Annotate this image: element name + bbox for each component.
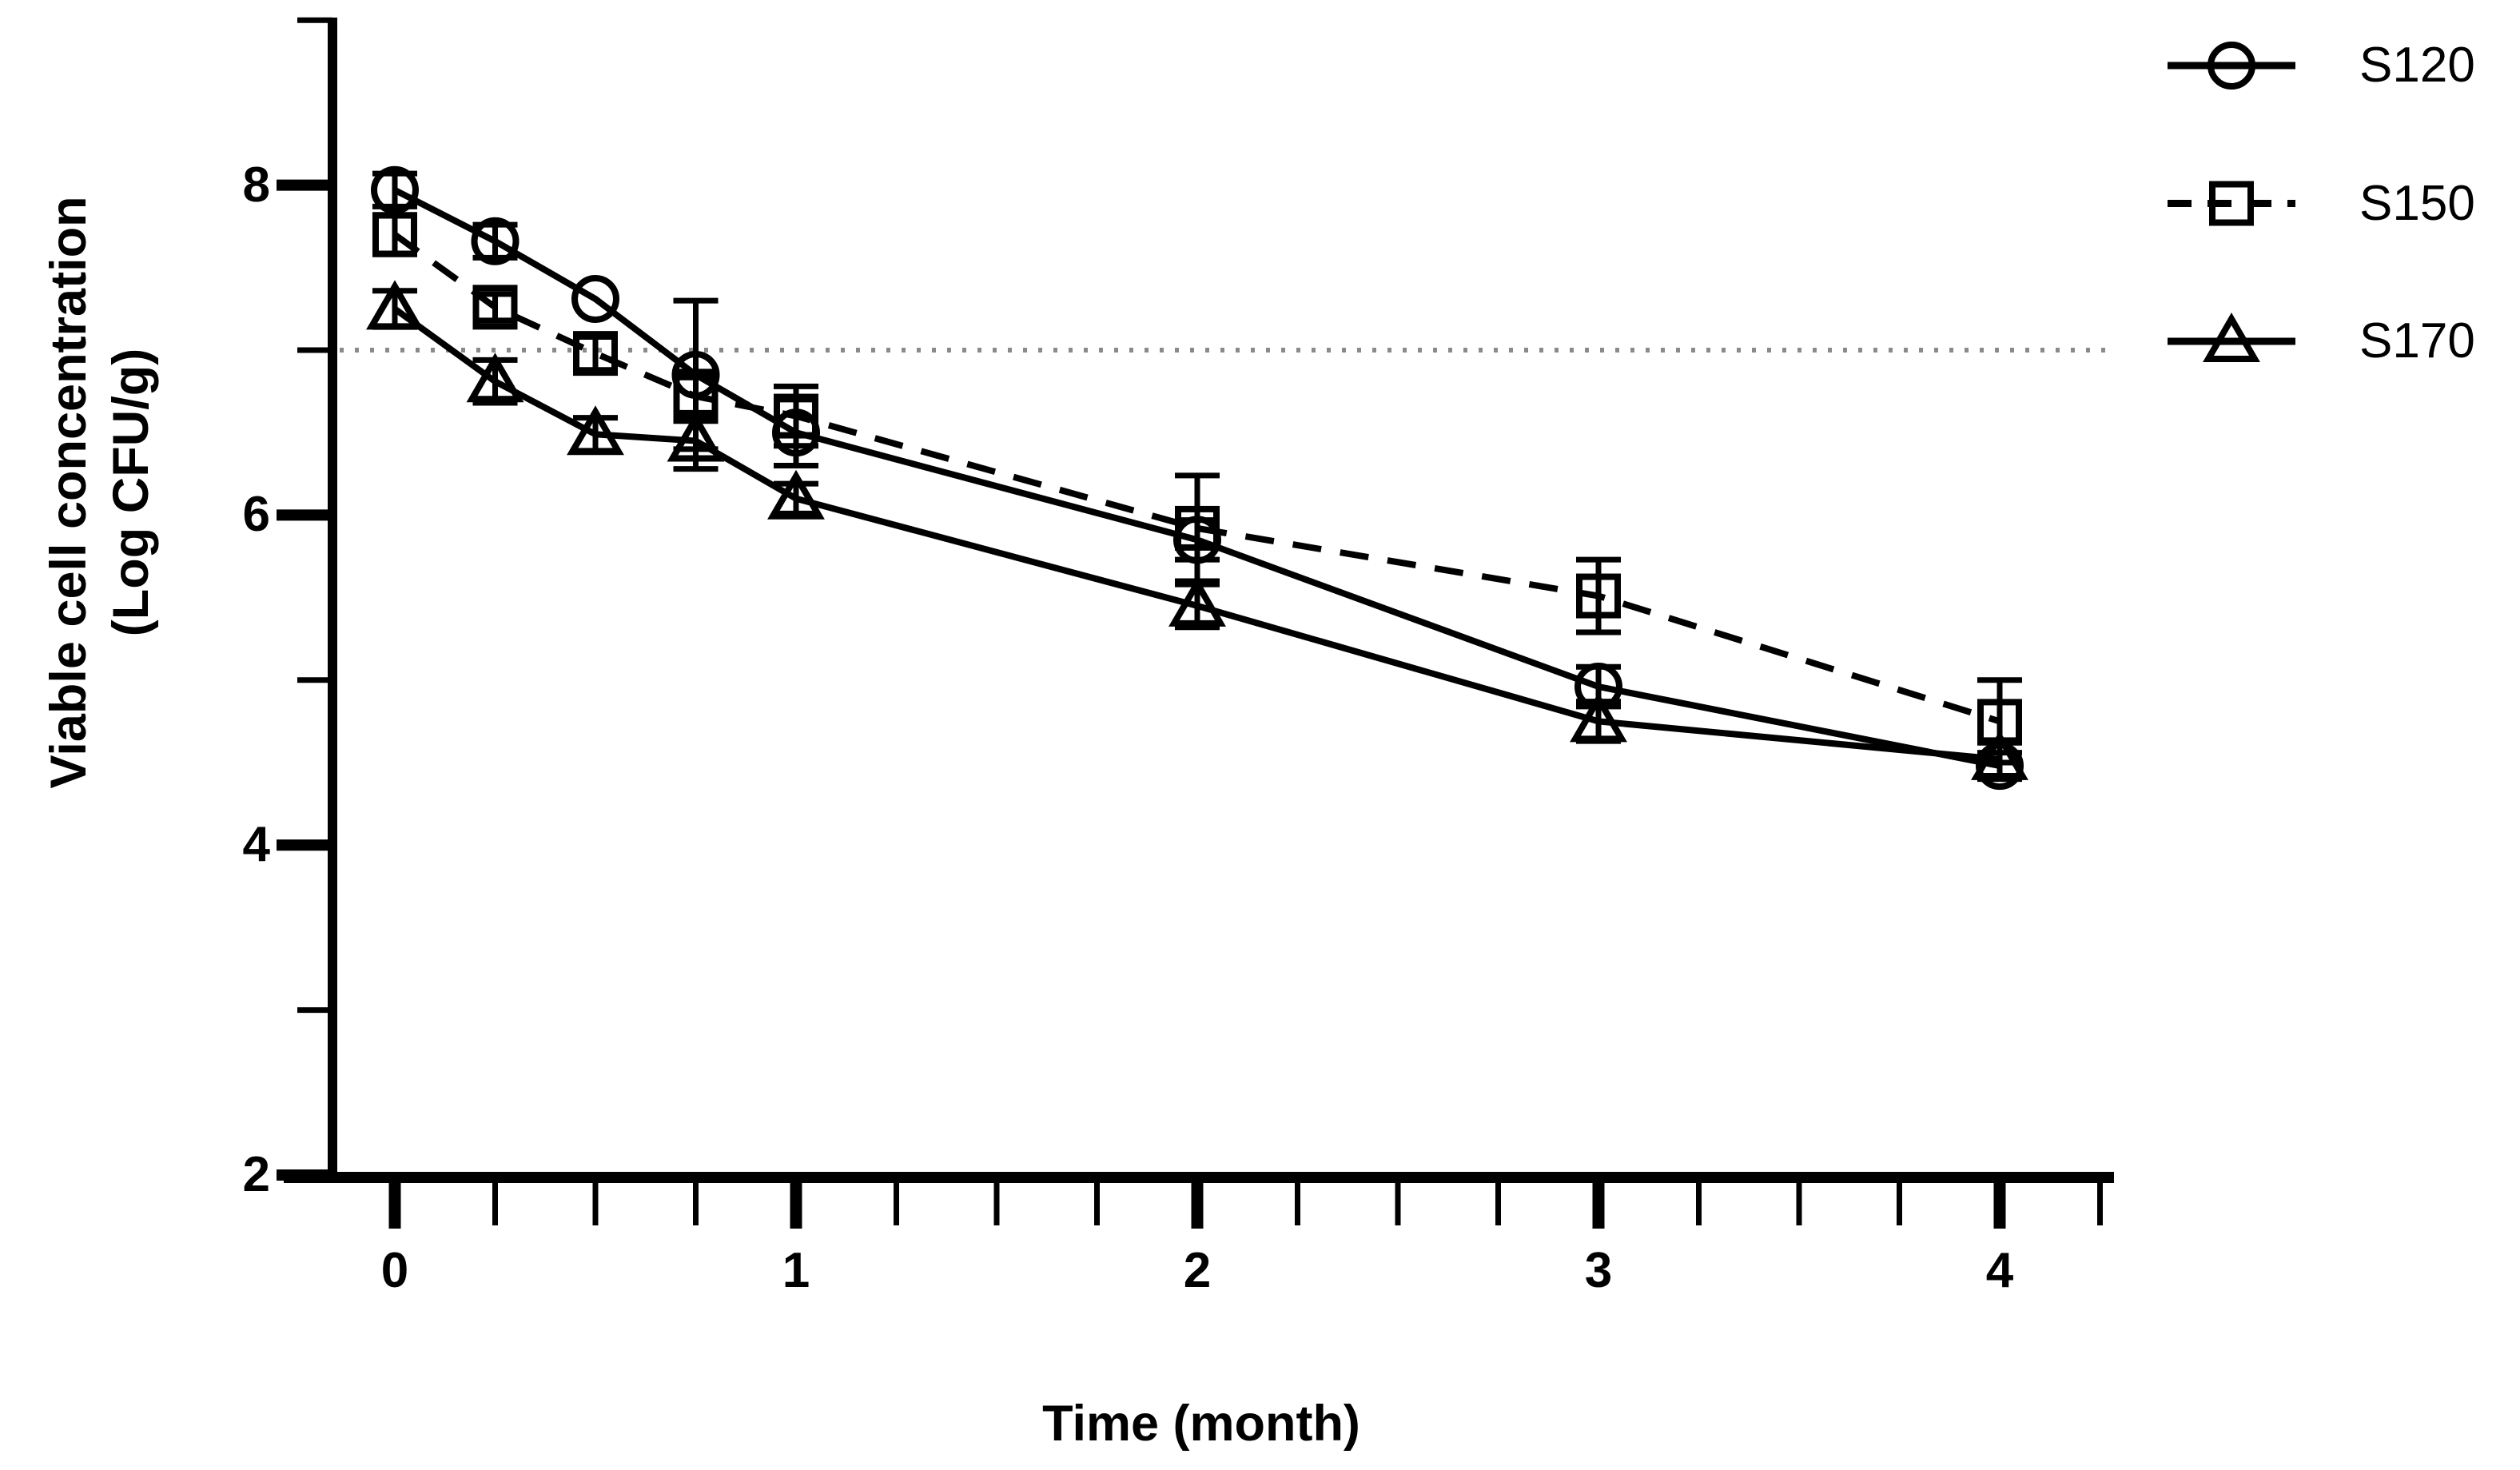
circle-marker-s120 — [571, 275, 619, 324]
x-tick-label-4: 4 — [1985, 1243, 2014, 1298]
triangle-marker-s170 — [1570, 692, 1627, 743]
circle-marker-s120 — [471, 217, 520, 265]
square-marker-s150 — [1576, 573, 1621, 619]
y-tick-label-6: 6 — [242, 487, 270, 543]
legend-marker-s170 — [2203, 313, 2260, 362]
square-marker-s150 — [372, 212, 417, 257]
triangle-marker-s170 — [1971, 730, 2028, 780]
square-marker-s150 — [774, 393, 818, 439]
circle-marker-s120 — [1976, 742, 2024, 791]
series-s150-line — [392, 232, 2001, 725]
square-marker-s150 — [573, 331, 618, 376]
triangle-marker-s170 — [767, 469, 825, 520]
legend-label-s120: S120 — [2359, 38, 2475, 93]
legend-label-s170: S170 — [2359, 313, 2475, 368]
x-axis-title: Time (month) — [1042, 1396, 1360, 1452]
square-marker-s150 — [1175, 505, 1220, 551]
triangle-marker-s170 — [667, 412, 725, 462]
legend-label-s150: S150 — [2359, 175, 2475, 231]
circle-marker-s120 — [371, 165, 419, 214]
y-axis-title: Viable cell concentration (Log CFU/g) — [38, 13, 162, 972]
y-axis-title-line2: (Log CFU/g) — [103, 348, 159, 637]
x-tick-label-0: 0 — [380, 1243, 409, 1298]
triangle-marker-s170 — [567, 405, 624, 456]
triangle-marker-s170 — [366, 280, 424, 330]
y-axis-title-line1: Viable cell concentration — [41, 196, 97, 789]
square-marker-s150 — [472, 285, 518, 330]
legend-marker-s120 — [2207, 42, 2255, 90]
circle-marker-s120 — [1575, 663, 1622, 711]
x-tick-label-1: 1 — [782, 1243, 810, 1298]
x-tick-label-3: 3 — [1584, 1243, 1613, 1298]
x-tick-label-2: 2 — [1183, 1243, 1212, 1298]
y-tick-label-4: 4 — [242, 817, 270, 873]
y-tick-label-8: 8 — [242, 157, 270, 213]
triangle-marker-s170 — [1168, 576, 1226, 627]
legend-marker-s150 — [2209, 181, 2254, 226]
y-tick-label-2: 2 — [242, 1147, 270, 1202]
triangle-marker-s170 — [466, 353, 524, 403]
